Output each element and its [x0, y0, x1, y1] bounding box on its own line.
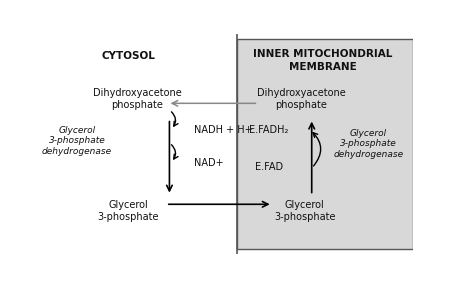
Text: Glycerol
3-phosphate
dehydrogenase: Glycerol 3-phosphate dehydrogenase [334, 129, 404, 159]
Text: E.FAD: E.FAD [255, 162, 283, 172]
Text: NADH + H+: NADH + H+ [194, 125, 253, 135]
Text: Glycerol
3-phosphate
dehydrogenase: Glycerol 3-phosphate dehydrogenase [42, 126, 112, 156]
Bar [237, 38, 413, 249]
Text: Glycerol
3-phosphate: Glycerol 3-phosphate [98, 200, 159, 222]
Text: Dihydroxyacetone
phosphate: Dihydroxyacetone phosphate [93, 88, 182, 110]
Text: Glycerol
3-phosphate: Glycerol 3-phosphate [274, 200, 336, 222]
Text: NAD+: NAD+ [194, 158, 224, 168]
Text: CYTOSOL: CYTOSOL [101, 51, 156, 61]
Text: E.FADH₂: E.FADH₂ [249, 125, 289, 135]
Text: INNER MITOCHONDRIAL
MEMBRANE: INNER MITOCHONDRIAL MEMBRANE [253, 49, 392, 72]
Text: Dihydroxyacetone
phosphate: Dihydroxyacetone phosphate [257, 88, 346, 110]
